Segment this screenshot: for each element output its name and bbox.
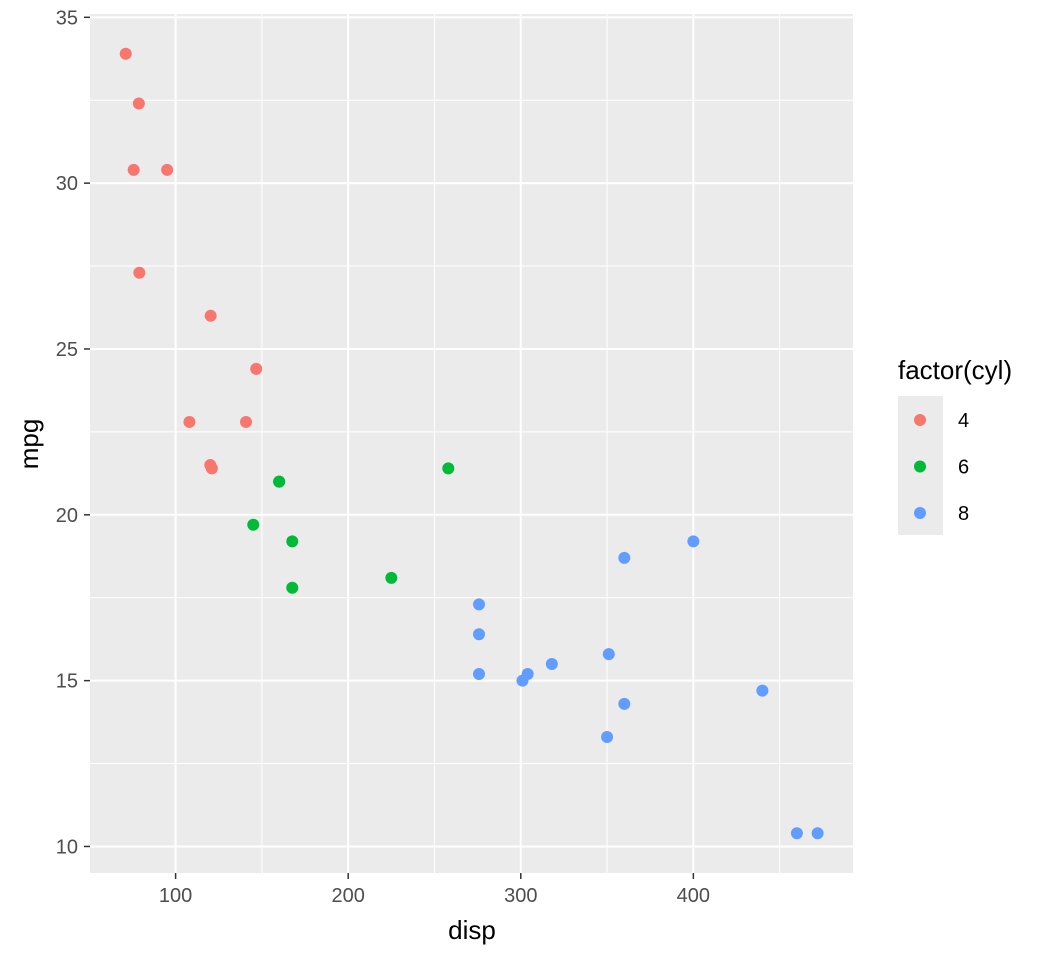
x-axis-title: disp — [448, 915, 496, 945]
data-point-cyl-4 — [161, 163, 174, 176]
data-point-cyl-8 — [545, 658, 558, 671]
plot-panel — [90, 14, 853, 873]
data-point-cyl-6 — [273, 475, 286, 488]
legend-key-8 — [914, 507, 926, 519]
data-point-cyl-8 — [756, 684, 769, 697]
major-gridlines — [90, 14, 853, 873]
minor-gridlines — [90, 14, 853, 873]
data-point-cyl-8 — [687, 535, 700, 548]
data-point-cyl-4 — [132, 97, 145, 110]
legend-label-8: 8 — [958, 503, 969, 525]
data-point-cyl-4 — [204, 309, 217, 322]
axes: 100 200 300 400 10 15 20 25 30 35 — [56, 7, 710, 907]
data-point-cyl-6 — [286, 535, 299, 548]
x-tick-label: 100 — [159, 885, 192, 907]
legend-key-4 — [914, 414, 926, 426]
data-point-cyl-6 — [247, 518, 260, 531]
legend-title: factor(cyl) — [898, 355, 1012, 385]
data-point-cyl-8 — [811, 827, 824, 840]
data-point-cyl-4 — [119, 47, 132, 60]
data-points — [119, 47, 824, 840]
y-tick-label: 35 — [56, 7, 78, 29]
y-tick-label: 25 — [56, 339, 78, 361]
data-point-cyl-8 — [601, 731, 614, 744]
x-tick-label: 400 — [677, 885, 710, 907]
data-point-cyl-8 — [790, 827, 803, 840]
data-point-cyl-4 — [240, 415, 253, 428]
data-point-cyl-8 — [618, 551, 631, 564]
data-point-cyl-8 — [602, 648, 615, 661]
y-axis-title: mpg — [14, 419, 44, 470]
y-tick-label: 20 — [56, 505, 78, 527]
data-point-cyl-6 — [385, 571, 398, 584]
legend-items: 4 6 8 — [914, 410, 969, 525]
data-point-cyl-6 — [442, 462, 455, 475]
data-point-cyl-8 — [473, 668, 486, 681]
data-point-cyl-6 — [286, 581, 299, 594]
x-tick-label: 300 — [504, 885, 537, 907]
legend-label-6: 6 — [958, 457, 969, 479]
y-tick-label: 15 — [56, 671, 78, 693]
data-point-cyl-8 — [618, 697, 631, 710]
legend: factor(cyl) 4 6 8 — [898, 355, 1012, 535]
data-point-cyl-4 — [127, 163, 140, 176]
y-tick-label: 10 — [56, 836, 78, 858]
data-point-cyl-4 — [250, 362, 263, 375]
legend-key-6 — [914, 460, 926, 473]
data-point-cyl-8 — [516, 674, 529, 687]
data-point-cyl-4 — [183, 415, 196, 428]
data-point-cyl-4 — [205, 462, 218, 475]
data-point-cyl-4 — [133, 266, 146, 279]
legend-label-4: 4 — [958, 410, 969, 432]
data-point-cyl-8 — [473, 628, 486, 641]
data-point-cyl-8 — [473, 598, 486, 611]
y-tick-label: 30 — [56, 173, 78, 195]
x-tick-label: 200 — [332, 885, 365, 907]
